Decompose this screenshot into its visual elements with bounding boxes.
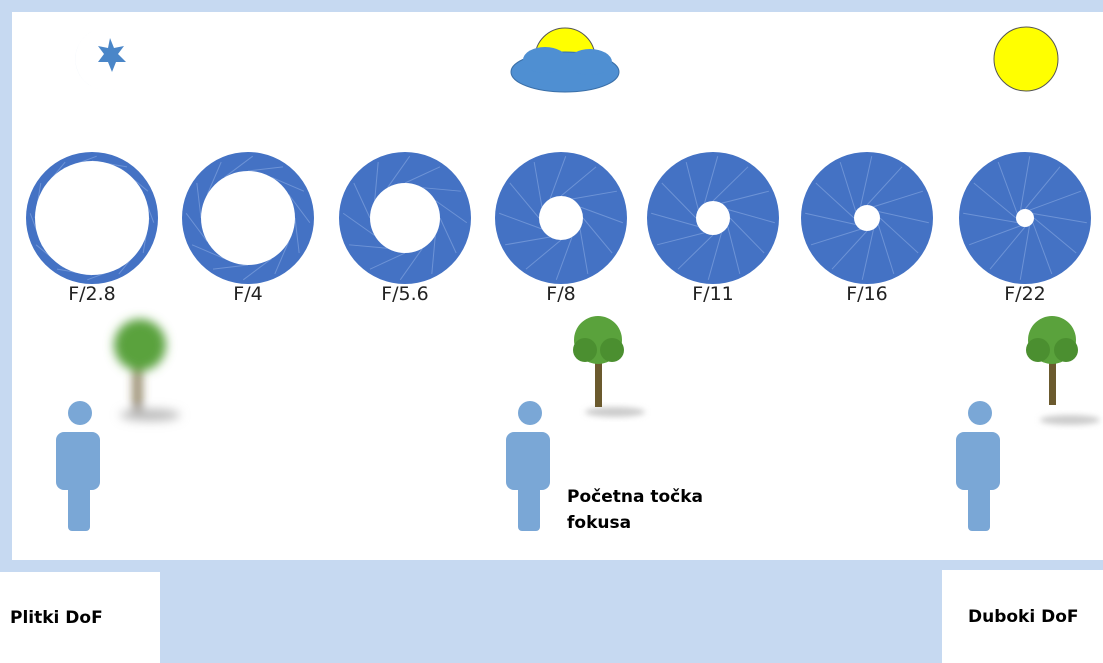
aperture-icon xyxy=(801,152,933,284)
person xyxy=(506,401,550,531)
aperture-hole xyxy=(539,196,583,240)
deep-box: Duboki DoF xyxy=(942,570,1103,663)
aperture-label: F/4 xyxy=(188,283,308,305)
aperture-hole xyxy=(35,161,149,275)
aperture-icon xyxy=(26,152,158,284)
aperture-icon xyxy=(647,152,779,284)
tree xyxy=(573,316,645,417)
person xyxy=(956,401,1000,531)
aperture-label: F/11 xyxy=(653,283,773,305)
cloudy-icon xyxy=(511,28,619,92)
aperture-icon xyxy=(959,152,1091,284)
aperture-icon xyxy=(339,152,471,284)
aperture-label: F/2.8 xyxy=(32,283,152,305)
shallow-box: Plitki DoF xyxy=(0,572,160,663)
page: Početna točka fokusa Plitki DoF Duboki D… xyxy=(0,0,1103,663)
aperture-hole xyxy=(1016,209,1034,227)
aperture-label: F/8 xyxy=(501,283,621,305)
shallow-label: Plitki DoF xyxy=(10,608,103,628)
tree xyxy=(1026,316,1100,425)
person xyxy=(56,401,100,531)
sun-icon xyxy=(994,27,1058,91)
focus-label: Početna točka fokusa xyxy=(567,484,737,536)
aperture-icon xyxy=(182,152,314,284)
night-icon xyxy=(75,30,126,90)
aperture-hole xyxy=(201,171,295,265)
deep-label: Duboki DoF xyxy=(968,607,1079,627)
aperture-label: F/5.6 xyxy=(345,283,465,305)
aperture-label: F/22 xyxy=(965,283,1085,305)
aperture-label: F/16 xyxy=(807,283,927,305)
diagram xyxy=(0,0,1103,663)
aperture-hole xyxy=(696,201,730,235)
aperture-hole xyxy=(854,205,880,231)
aperture-icon xyxy=(495,152,627,284)
aperture-hole xyxy=(370,183,440,253)
tree-blurred xyxy=(114,319,180,421)
